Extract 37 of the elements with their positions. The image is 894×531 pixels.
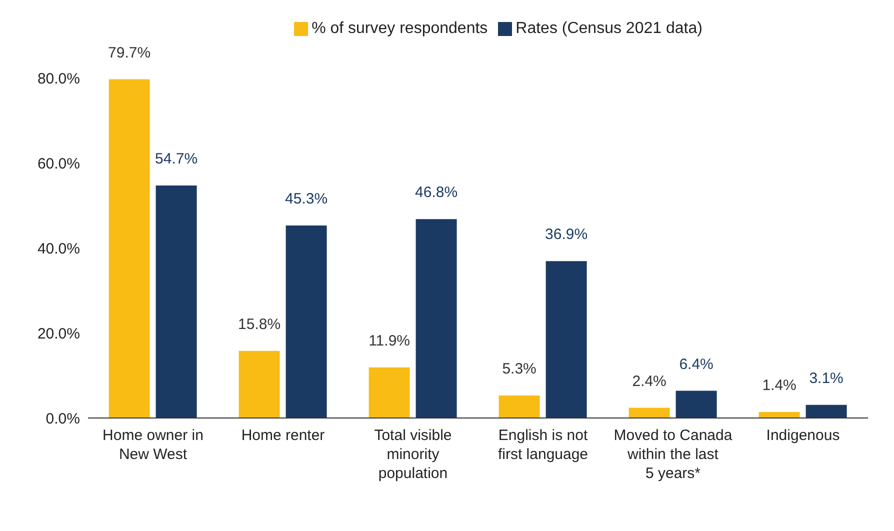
bar <box>498 395 540 418</box>
data-label: 1.4% <box>762 377 796 394</box>
y-tick-label: 60.0% <box>37 155 80 172</box>
x-tick-label: Indigenous <box>766 427 840 444</box>
data-label: 5.3% <box>502 360 536 378</box>
y-tick-label: 40.0% <box>37 240 80 258</box>
bar <box>286 225 327 418</box>
data-label: 79.7% <box>108 44 151 62</box>
y-tick-label: 20.0% <box>37 325 80 342</box>
bar <box>368 367 410 418</box>
legend-label: Rates (Census 2021 data) <box>516 20 702 37</box>
x-tick-label: Moved to Canada within the last 5 years* <box>614 427 733 482</box>
x-tick-label: Home owner in New West <box>102 427 204 463</box>
data-label: 15.8% <box>238 316 281 333</box>
bar <box>758 412 800 418</box>
x-tick-label: Home renter <box>241 427 325 444</box>
data-label: 54.7% <box>155 150 198 168</box>
data-label: 3.1% <box>809 370 844 387</box>
bar <box>806 404 847 418</box>
legend-label: % of survey respondents <box>312 20 488 37</box>
bar <box>546 261 587 418</box>
data-label: 2.4% <box>632 372 666 390</box>
data-label: 11.9% <box>368 332 410 350</box>
bar <box>108 79 150 418</box>
bar <box>238 350 280 418</box>
y-tick-label: 80.0% <box>37 70 80 88</box>
data-label: 6.4% <box>679 356 714 373</box>
data-label: 36.9% <box>545 226 588 244</box>
bar <box>416 219 457 418</box>
data-label: 46.8% <box>415 184 458 202</box>
bar <box>628 408 670 418</box>
x-tick-label: English is not first language <box>498 427 588 463</box>
y-tick-label: 0.0% <box>46 410 80 428</box>
x-tick-label: Total visible minority population <box>374 427 452 482</box>
bar <box>156 186 197 418</box>
data-label: 45.3% <box>285 190 328 208</box>
bar <box>676 390 717 418</box>
